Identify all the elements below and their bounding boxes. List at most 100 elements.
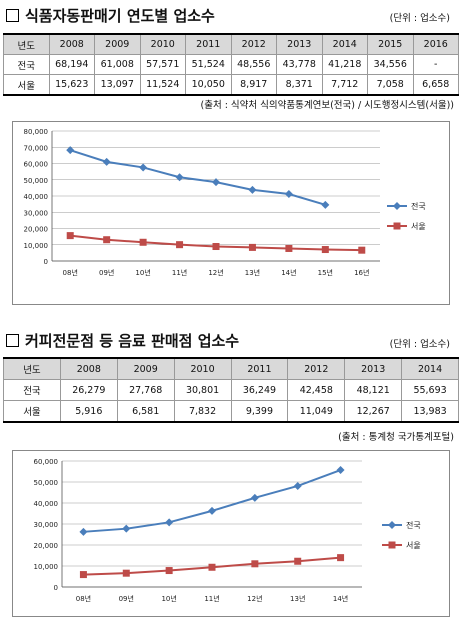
table-cell: 전국	[3, 379, 61, 401]
table-header-cell: 2013	[344, 357, 403, 380]
table-cell: 15,623	[48, 74, 95, 96]
section2-unit: (단위 : 업소수)	[389, 339, 450, 350]
chart1-ytick-label: 20,000	[24, 226, 49, 234]
chart2-xtick-label: 10년	[161, 594, 176, 603]
chart2-data-point	[293, 481, 302, 490]
table-cell: 9,399	[230, 400, 289, 423]
chart2-legend-label: 전국	[406, 520, 421, 530]
table-cell: 30,801	[173, 379, 232, 401]
chart2-xtick-label: 11년	[204, 594, 219, 603]
chart2-xtick-label: 09년	[119, 594, 134, 603]
chart1-data-point	[176, 241, 184, 249]
table-cell: -	[412, 54, 459, 75]
chart1-data-point	[175, 173, 184, 182]
chart1-xtick-label: 16년	[354, 268, 369, 277]
table-header-cell: 2011	[230, 357, 289, 380]
chart1-xtick-label: 13년	[245, 268, 260, 277]
table-cell: 5,916	[59, 400, 118, 423]
table-cell: 8,917	[230, 74, 277, 96]
chart1-xtick-label: 09년	[99, 268, 114, 277]
chart2-ytick-label: 50,000	[34, 479, 59, 487]
checkbox-square-icon	[6, 334, 19, 347]
chart1-xtick-label: 10년	[135, 268, 150, 277]
chart1-ytick-label: 30,000	[24, 209, 49, 217]
chart1-data-point	[103, 236, 111, 244]
chart1-data-point	[139, 238, 147, 246]
chart2: 0 10,000 20,000 30,000 40,000 50,000 60,000 08년…	[12, 450, 450, 617]
chart1-series-line	[69, 149, 326, 206]
chart1-ytick-label: 40,000	[24, 193, 49, 201]
chart2-legend-marker	[388, 541, 396, 549]
chart1-xtick-label: 12년	[208, 268, 223, 277]
table-cell: 6,658	[412, 74, 459, 96]
chart2-data-point	[79, 527, 88, 536]
table-cell: 서울	[3, 400, 61, 423]
chart2-data-point	[294, 557, 302, 565]
table-cell: 48,556	[230, 54, 277, 75]
chart1-legend-label: 서울	[411, 222, 426, 231]
chart2-ytick-label: 20,000	[34, 542, 59, 550]
chart2-frame	[12, 450, 450, 617]
chart1-data-point	[212, 178, 220, 187]
chart1-data-point	[102, 157, 111, 166]
checkbox-square-icon	[6, 9, 19, 22]
table-cell: 7,832	[173, 400, 232, 423]
section1-title-text: 식품자동판매기 연도별 업소수	[25, 7, 215, 25]
table-row: 서울 5,916 6,581 7,832 9,399 11,049 12,267 13,983	[3, 400, 459, 423]
section2-source: (출처 : 통계청 국가통계포털)	[338, 432, 454, 443]
table-cell: 13,983	[401, 400, 459, 423]
table-cell: 서울	[3, 74, 50, 96]
chart1-data-point	[358, 246, 366, 254]
chart2-data-point	[122, 569, 130, 577]
chart1-xtick-label: 11년	[172, 268, 187, 277]
table-header-cell: 2015	[367, 33, 414, 55]
chart1-data-point	[321, 246, 329, 254]
chart1-legend-label: 전국	[411, 201, 426, 211]
chart2-data-point	[165, 567, 173, 575]
table-cell: 55,693	[401, 379, 459, 401]
section1-title: 식품자동판매기 연도별 업소수	[6, 5, 215, 26]
chart2-data-point	[337, 554, 345, 562]
table-header-cell: 2009	[94, 33, 141, 55]
chart1-xtick-label: 15년	[318, 268, 333, 277]
table-cell: 43,778	[276, 54, 323, 75]
chart2-ytick-label: 40,000	[34, 500, 59, 508]
chart1-legend-marker	[393, 222, 401, 230]
chart1-ytick-label: 70,000	[24, 144, 49, 152]
table-cell: 41,218	[321, 54, 368, 75]
chart1-ytick-label: 60,000	[24, 161, 49, 169]
chart1-data-point	[285, 244, 293, 252]
chart1-data-point	[321, 200, 330, 209]
chart2-xtick-label: 14년	[333, 594, 348, 603]
chart2-data-point	[208, 506, 216, 515]
section2-table: 년도 2008 2009 2010 2011 2012 2013 2014 전국 26,279 27…	[3, 357, 459, 423]
table-cell: 36,249	[230, 379, 289, 401]
chart1-data-point	[248, 243, 256, 251]
table-cell: 13,097	[94, 74, 141, 96]
table-row: 전국 26,279 27,768 30,801 36,249 42,458 48,121 55…	[3, 379, 459, 401]
table-cell: 전국	[3, 54, 50, 75]
table-header-cell: 2011	[185, 33, 232, 55]
chart1-ytick-label: 10,000	[24, 242, 49, 250]
section1-source: (출처 : 식약처 식의약품통계연보(전국) / 시도행정시스템(서울))	[200, 100, 455, 111]
chart2-xtick-label: 08년	[76, 594, 91, 603]
chart2-ytick-label: 10,000	[34, 563, 59, 571]
table-cell: 6,581	[116, 400, 175, 423]
chart2-legend-marker	[388, 521, 396, 529]
chart2-data-point	[250, 493, 259, 502]
chart1-legend-marker	[393, 202, 401, 210]
table-cell: 8,371	[276, 74, 323, 96]
chart2-legend-label: 서울	[406, 541, 421, 550]
table-header-cell: 2014	[401, 357, 459, 380]
table-header-cell: 년도	[3, 33, 50, 55]
section1-table: 년도 2008 2009 2010 2011 2012 2013 2014 2015 2016 전국…	[3, 33, 459, 96]
chart2-data-point	[79, 571, 87, 579]
chart1-xtick-label: 14년	[281, 268, 296, 277]
chart2-ytick-label: 0	[54, 584, 58, 592]
table-cell: 61,008	[94, 54, 141, 75]
chart1-data-point	[66, 232, 74, 240]
table-header-cell: 2016	[412, 33, 459, 55]
table-header-cell: 2010	[173, 357, 232, 380]
table-cell: 11,524	[139, 74, 186, 96]
chart2-ytick-label: 30,000	[34, 521, 59, 529]
